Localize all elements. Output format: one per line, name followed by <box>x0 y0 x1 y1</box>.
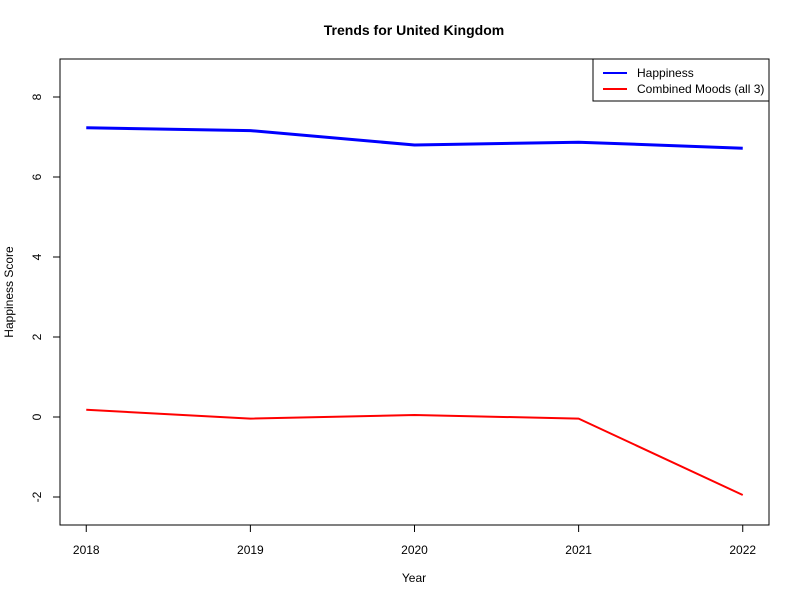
y-axis-title: Happiness Score <box>2 246 16 338</box>
x-tick-label: 2021 <box>565 543 592 557</box>
y-tick-label: 6 <box>30 173 44 180</box>
legend-label: Happiness <box>637 66 694 80</box>
y-axis: -2 0 2 4 6 8 <box>30 93 61 502</box>
y-tick-label: 8 <box>30 93 44 100</box>
series-line <box>86 408 744 496</box>
x-axis-title: Year <box>402 571 426 585</box>
legend-box <box>592 58 770 102</box>
y-tick-label: 0 <box>30 413 44 420</box>
x-tick-label: 2018 <box>73 543 100 557</box>
y-tick-label: 2 <box>30 333 44 340</box>
x-tick-label: 2022 <box>729 543 756 557</box>
legend-label: Combined Moods (all 3) <box>637 82 764 96</box>
series-line <box>86 126 743 150</box>
y-tick-label: 4 <box>30 253 44 260</box>
chart-title: Trends for United Kingdom <box>324 22 504 38</box>
x-tick-label: 2020 <box>401 543 428 557</box>
legend: Happiness Combined Moods (all 3) <box>592 58 770 102</box>
y-tick-label: -2 <box>30 491 44 502</box>
x-axis: 2018 2019 2020 2021 2022 <box>73 524 756 557</box>
x-tick-label: 2019 <box>237 543 264 557</box>
series-group <box>86 126 744 496</box>
